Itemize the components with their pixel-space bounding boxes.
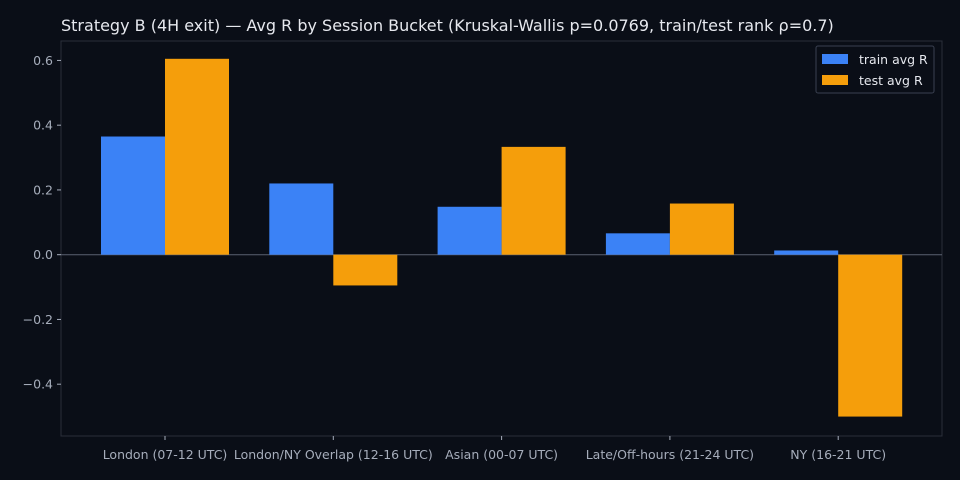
ytick-label: 0.6 xyxy=(33,53,53,68)
legend-swatch-train xyxy=(822,54,848,64)
xtick-label: Late/Off-hours (21-24 UTC) xyxy=(586,447,754,462)
xtick-label: NY (16-21 UTC) xyxy=(790,447,886,462)
xtick-label: London (07-12 UTC) xyxy=(103,447,228,462)
bar-train-4 xyxy=(774,250,839,255)
chart-title: Strategy B (4H exit) — Avg R by Session … xyxy=(61,16,834,35)
bar-test-1 xyxy=(333,254,398,286)
legend-swatch-test xyxy=(822,75,848,85)
legend-label-train: train avg R xyxy=(859,52,928,67)
bar-train-1 xyxy=(269,183,334,255)
legend-label-test: test avg R xyxy=(859,73,923,88)
ytick-label: 0.4 xyxy=(33,118,53,133)
ytick-label: −0.4 xyxy=(23,377,53,392)
bar-test-2 xyxy=(501,146,566,255)
ytick-label: −0.2 xyxy=(23,312,53,327)
xtick-label: Asian (00-07 UTC) xyxy=(445,447,558,462)
bar-test-3 xyxy=(669,203,734,255)
bar-test-4 xyxy=(838,254,903,417)
bar-train-3 xyxy=(605,233,670,255)
ytick-label: 0.0 xyxy=(33,247,53,262)
bar-test-0 xyxy=(165,58,229,255)
ytick-label: 0.2 xyxy=(33,182,53,197)
bar-train-0 xyxy=(101,136,165,255)
legend: train avg R test avg R xyxy=(815,45,935,94)
xtick-label: London/NY Overlap (12-16 UTC) xyxy=(234,447,433,462)
bar-train-2 xyxy=(437,206,502,255)
